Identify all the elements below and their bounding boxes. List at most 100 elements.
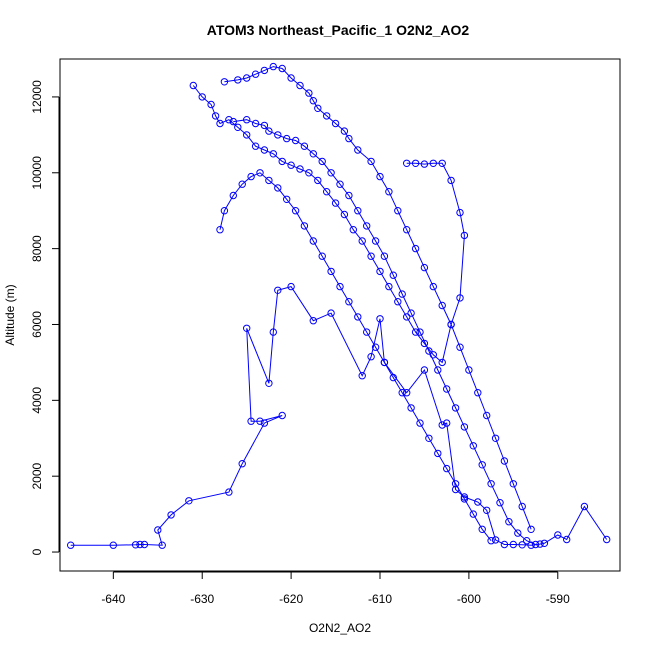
data-point (420, 160, 429, 168)
data-point (451, 480, 460, 488)
data-point (220, 207, 229, 215)
data-point (136, 540, 144, 549)
data-point (300, 142, 309, 150)
data-point (331, 199, 340, 207)
y-tick-label: 6000 (30, 311, 44, 338)
data-point (167, 511, 175, 519)
data-point (260, 146, 269, 154)
data-point (331, 119, 340, 128)
data-point (220, 78, 229, 86)
plot-frame (59, 58, 621, 572)
data-point (474, 498, 482, 506)
data-point (580, 502, 589, 511)
data-point (451, 404, 460, 412)
x-tick-label: -620 (279, 592, 303, 606)
data-point (225, 116, 233, 124)
data-point (185, 497, 193, 505)
data-point (238, 460, 246, 468)
data-point (447, 176, 455, 185)
y-tick-label: 0 (30, 548, 44, 555)
data-point (211, 112, 220, 120)
data-point (425, 347, 433, 355)
data-point (327, 169, 335, 177)
data-point (336, 180, 344, 188)
y-tick-label: 12000 (30, 80, 44, 114)
data-point (363, 222, 371, 230)
data-point (251, 142, 260, 150)
data-point (509, 540, 517, 549)
data-point (367, 353, 375, 361)
data-point (243, 131, 251, 139)
data-point (438, 421, 446, 429)
data-point (234, 76, 242, 84)
data-point (265, 379, 273, 387)
data-point (243, 116, 251, 124)
data-point (140, 540, 149, 549)
data-point (487, 480, 495, 488)
data-point (131, 541, 140, 549)
data-point (367, 252, 375, 260)
data-point (274, 131, 282, 139)
data-point (247, 172, 255, 181)
data-point (438, 159, 446, 168)
data-point (349, 226, 357, 234)
data-point (336, 282, 344, 291)
x-tick-label: -600 (457, 592, 481, 606)
data-point (411, 244, 420, 253)
series-line (224, 66, 532, 530)
data-point (438, 301, 446, 310)
data-point (314, 176, 322, 185)
data-point (314, 104, 322, 113)
data-point (358, 372, 366, 380)
data-point (420, 339, 429, 348)
data-point (354, 207, 362, 215)
data-point (491, 536, 500, 544)
data-point (278, 157, 286, 166)
data-point (345, 191, 353, 200)
data-point (256, 417, 264, 425)
data-point (260, 66, 269, 75)
data-point (527, 541, 535, 549)
data-point (420, 263, 429, 272)
data-point (380, 252, 389, 260)
data-point (269, 328, 277, 336)
data-point (456, 343, 464, 351)
data-point (309, 317, 317, 325)
data-point (483, 506, 491, 514)
data-point (434, 366, 442, 374)
data-point (363, 328, 371, 336)
data-point (531, 540, 540, 549)
data-point (429, 159, 437, 168)
data-point (216, 226, 224, 234)
data-point (394, 298, 402, 306)
x-axis-label: O2N2_AO2 (309, 621, 371, 635)
data-point (243, 74, 251, 82)
data-point (483, 411, 491, 420)
data-point (403, 389, 411, 397)
data-point (251, 70, 260, 78)
data-point (376, 315, 384, 323)
data-point (505, 518, 513, 526)
data-point (207, 100, 215, 109)
y-axis: 0 2000 4000 6000 8000 10000 12000 (30, 80, 60, 555)
data-point (291, 136, 300, 145)
data-point (447, 320, 455, 329)
y-tick-label: 8000 (30, 235, 44, 262)
data-point (443, 385, 451, 393)
data-point (269, 150, 277, 158)
data-point (385, 282, 393, 291)
data-point (340, 127, 349, 135)
data-point (358, 237, 366, 245)
data-series (220, 62, 535, 533)
data-point (225, 488, 233, 496)
data-point (287, 161, 295, 169)
data-point (403, 159, 411, 168)
data-point (340, 210, 349, 219)
x-axis: -640 -630 -620 -610 -600 -590 (101, 571, 570, 606)
data-point (411, 328, 420, 336)
data-point (260, 121, 269, 130)
data-point (394, 207, 402, 215)
data-point (389, 373, 397, 382)
data-point (67, 541, 75, 549)
data-point (460, 493, 469, 501)
